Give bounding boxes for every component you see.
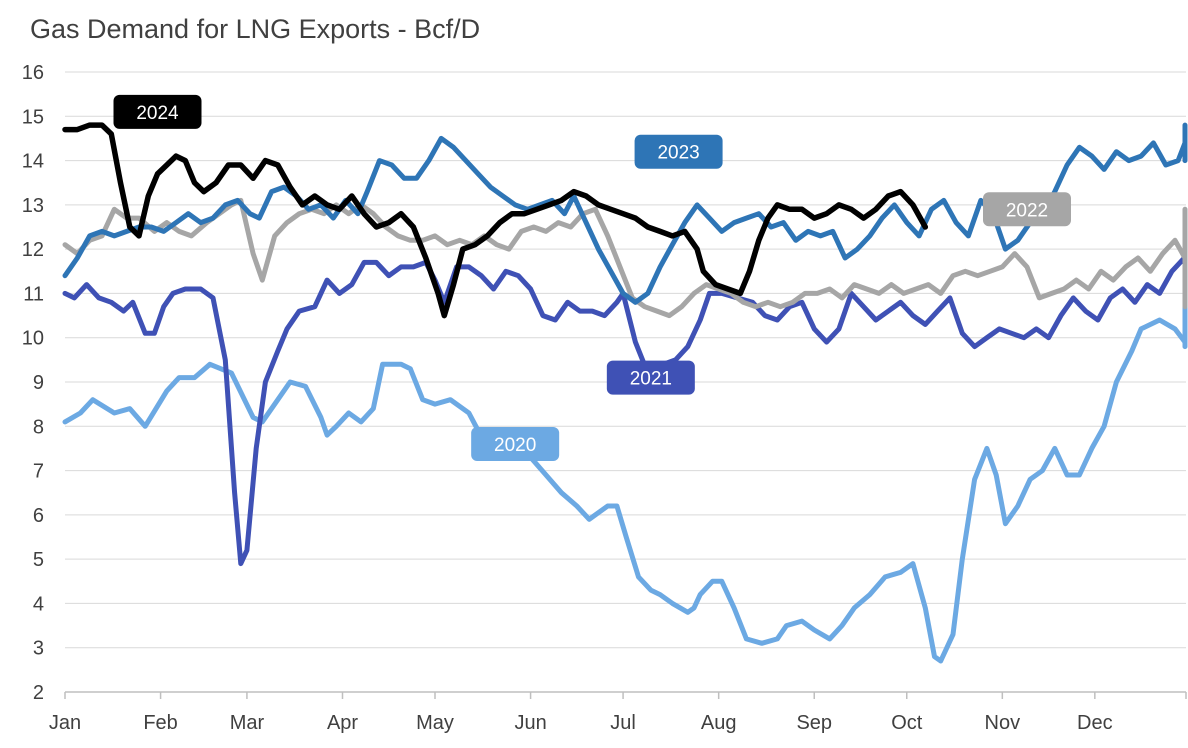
series-label-box-2021 — [606, 360, 695, 395]
x-tick-label: Jun — [514, 712, 546, 734]
series-line-2020 — [62, 277, 1188, 664]
x-axis — [64, 691, 1187, 699]
series-line-2022 — [62, 197, 1188, 319]
series-label-box-2022 — [983, 192, 1071, 227]
y-tick-label: 16 — [22, 62, 44, 84]
y-tick-label: 11 — [23, 283, 44, 305]
y-tick-label: 12 — [22, 239, 44, 261]
y-tick-label: 14 — [22, 151, 44, 173]
x-tick-label: Dec — [1077, 712, 1113, 734]
gridlines — [65, 71, 1186, 649]
x-axis-tick-labels: Jan Feb Mar Apr May Jun Jul Aug Sep Oct Nov Dec — [49, 712, 1113, 734]
y-tick-label: 3 — [33, 638, 44, 660]
x-tick-label: Feb — [143, 712, 177, 734]
series-label-2024: 2024 — [136, 103, 179, 124]
series-label-2021: 2021 — [630, 369, 672, 390]
y-tick-label: 9 — [33, 372, 44, 394]
x-tick-label: Jul — [610, 712, 636, 734]
y-tick-label: 10 — [22, 328, 44, 350]
series-label-2020: 2020 — [494, 435, 536, 456]
x-tick-label: Nov — [985, 712, 1021, 734]
x-tick-label: Apr — [327, 712, 358, 734]
chart-title: Gas Demand for LNG Exports - Bcf/D — [30, 14, 481, 44]
series-line-2023 — [62, 122, 1188, 305]
x-tick-label: May — [416, 712, 454, 734]
series-line-2024 — [62, 122, 929, 319]
series-label-2022: 2022 — [1006, 200, 1048, 221]
series-labels: 2020 2021 2022 2023 2024 — [113, 94, 1071, 461]
y-tick-label: 6 — [33, 505, 44, 527]
series-label-box-2023 — [634, 134, 723, 169]
y-tick-label: 2 — [33, 682, 44, 704]
y-axis-tick-labels: 2 3 4 5 6 7 8 9 10 11 12 13 14 15 16 — [22, 62, 44, 704]
y-tick-label: 7 — [33, 461, 44, 483]
x-tick-label: Sep — [796, 712, 832, 734]
x-tick-label: Mar — [230, 712, 265, 734]
series-label-2023: 2023 — [657, 143, 699, 164]
y-tick-label: 5 — [33, 549, 44, 571]
y-tick-label: 15 — [22, 106, 44, 128]
y-tick-label: 4 — [33, 593, 44, 615]
x-tick-label: Oct — [891, 712, 923, 734]
series-label-box-2024 — [113, 94, 202, 129]
series-label-box-2020 — [471, 427, 560, 461]
x-tick-label: Jan — [49, 712, 81, 734]
x-tick-label: Aug — [701, 712, 737, 734]
y-tick-label: 8 — [33, 416, 44, 438]
y-tick-label: 13 — [22, 195, 44, 217]
